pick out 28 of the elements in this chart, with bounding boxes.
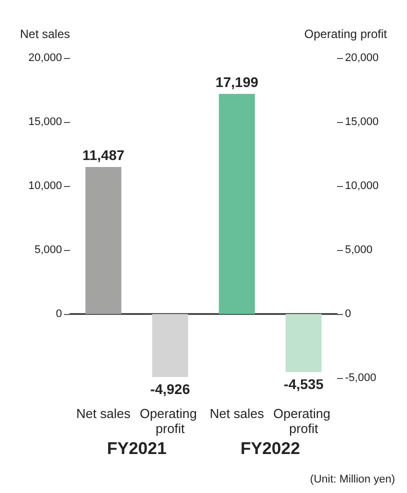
- y2-tick-label: 15,000: [345, 116, 379, 128]
- y2-tick-label: 0: [345, 308, 352, 320]
- y2-axis-title: Operating profit: [304, 27, 388, 41]
- text: FY2021: [106, 439, 167, 458]
- y2-tick-label: 20,000: [345, 52, 379, 64]
- y-axis-title: Net sales: [20, 27, 70, 41]
- y-tick-label: 0: [56, 308, 62, 320]
- bar: [152, 314, 188, 378]
- y-tick-label: 10,000: [28, 180, 62, 192]
- y2-tick-label: -5,000: [345, 372, 376, 384]
- x-tick-label: Operating profit: [273, 406, 334, 436]
- y2-tick-label: 5,000: [345, 244, 373, 256]
- y2-tick-label: 10,000: [345, 180, 379, 192]
- text: (Unit: Million yen): [310, 474, 396, 486]
- data-label: 11,487: [82, 146, 125, 163]
- data-label: -4,926: [150, 381, 190, 398]
- bar: [85, 166, 122, 314]
- x-tick-label: Net sales: [76, 406, 131, 421]
- x-tick-label: Operating profit: [140, 406, 200, 436]
- bar: [286, 314, 322, 372]
- y-tick-label: 5,000: [34, 244, 62, 256]
- data-label: 17,199: [215, 74, 258, 90]
- y-tick-label: 20,000: [28, 52, 62, 64]
- text: FY2022: [240, 439, 300, 458]
- bar: [218, 94, 255, 314]
- data-label: -4,535: [284, 376, 324, 392]
- x-tick-label: Net sales: [210, 406, 264, 421]
- y-tick-label: 15,000: [28, 116, 62, 128]
